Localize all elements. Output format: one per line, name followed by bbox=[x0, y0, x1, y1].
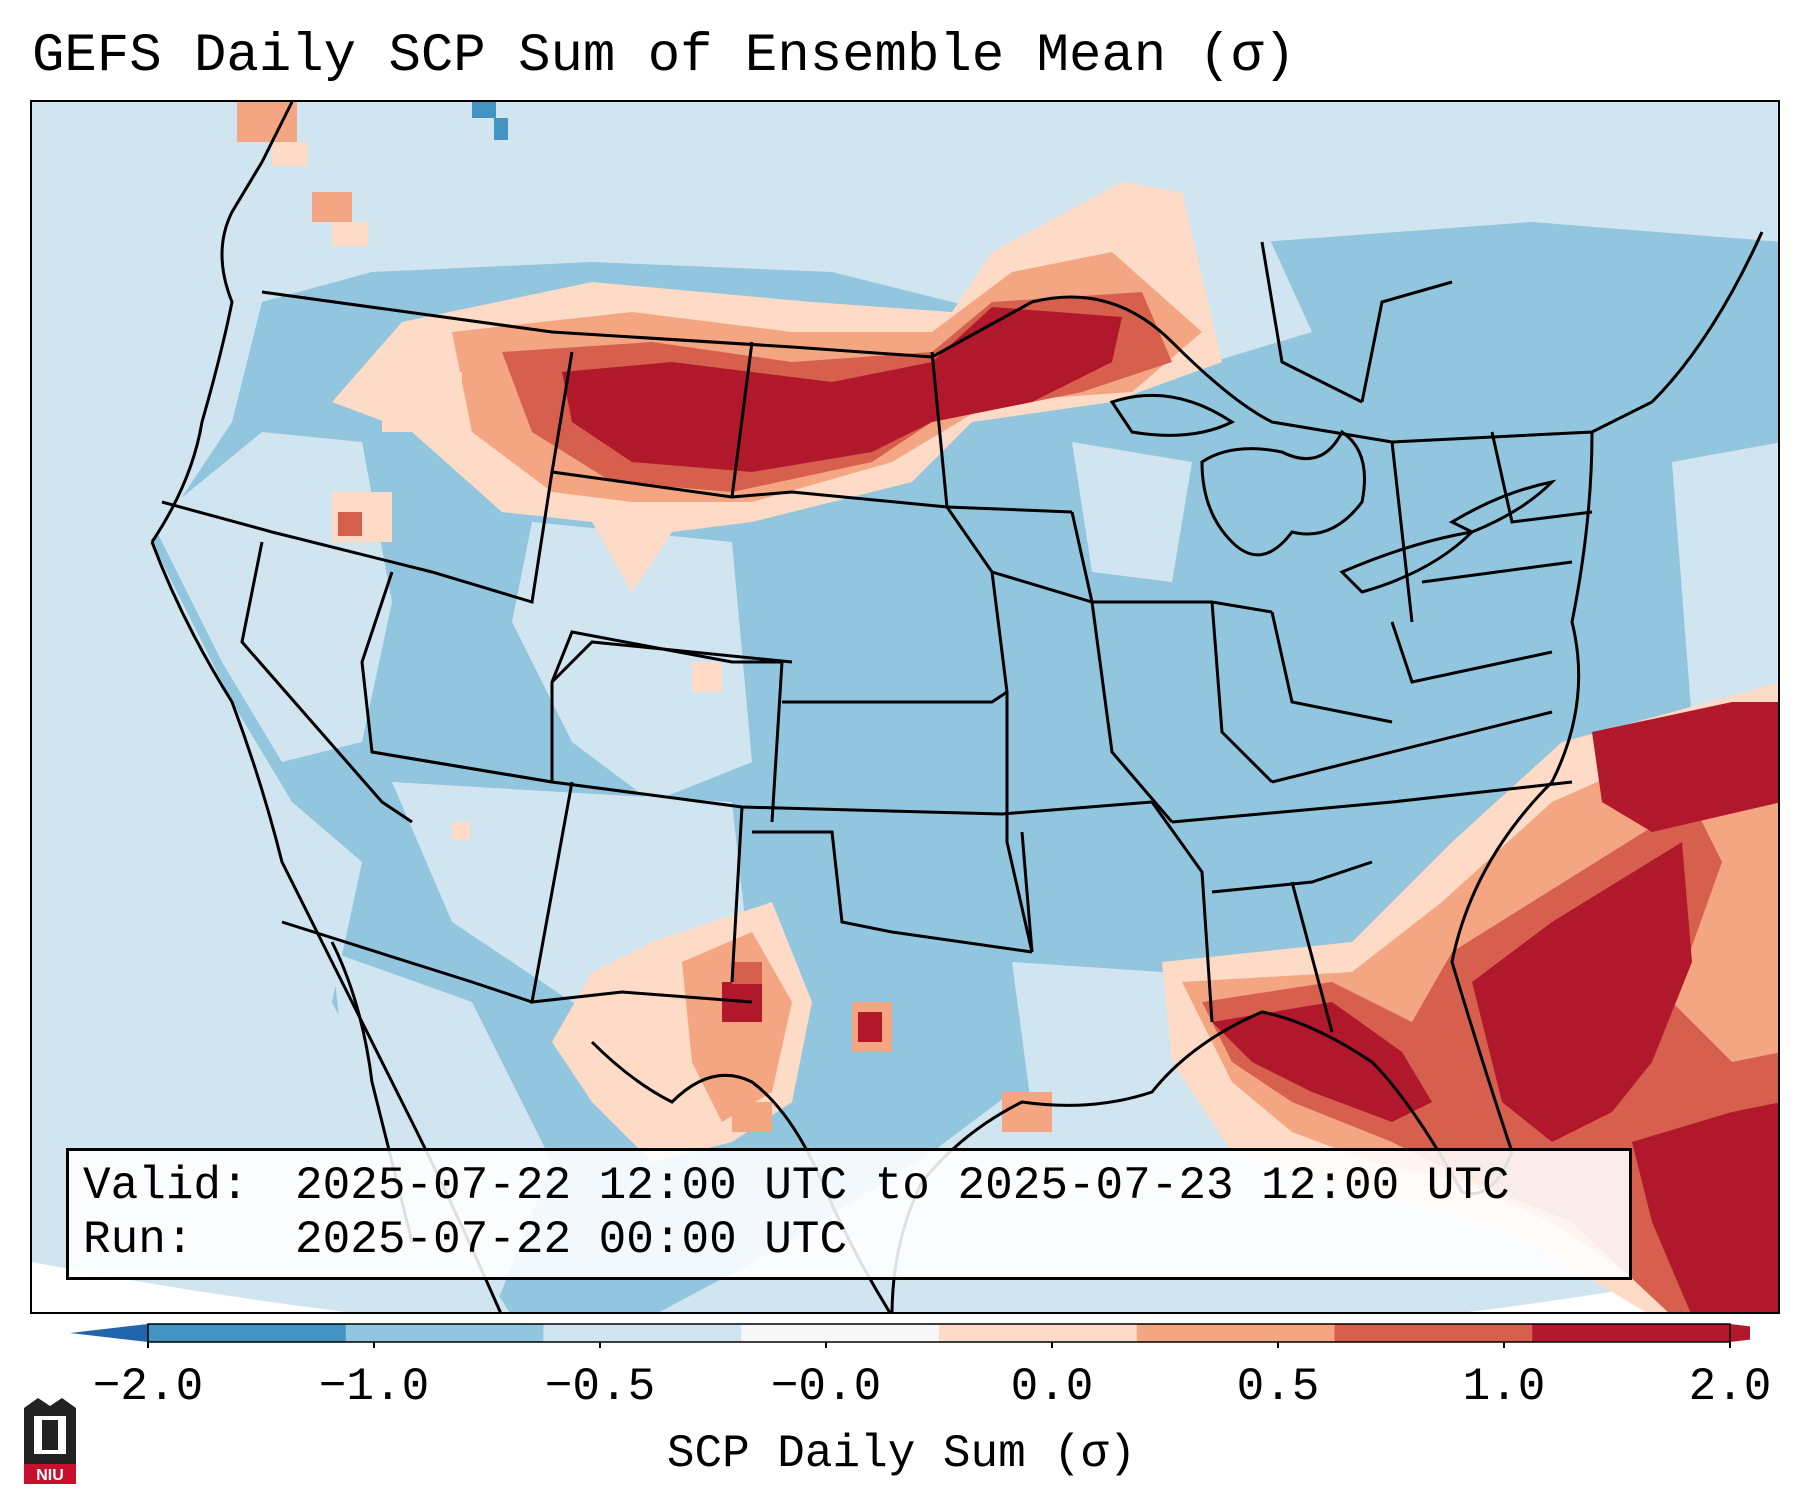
colorbar-segment bbox=[1532, 1324, 1731, 1342]
tick-label: 2.0 bbox=[1688, 1361, 1772, 1413]
colorbar-ticks bbox=[147, 1342, 1731, 1348]
tick-label: 1.0 bbox=[1462, 1361, 1546, 1413]
tick-label: −2.0 bbox=[92, 1361, 204, 1413]
colorbar-outline bbox=[147, 1323, 1731, 1343]
valid-value: 2025-07-22 12:00 UTC to 2025-07-23 12:00… bbox=[295, 1160, 1510, 1212]
scp-map bbox=[32, 102, 1778, 1312]
northern-plains-anomaly bbox=[332, 182, 1222, 592]
canada-border bbox=[261, 290, 1033, 359]
map-panel bbox=[30, 100, 1780, 1314]
chart-title: GEFS Daily SCP Sum of Ensemble Mean (σ) bbox=[32, 26, 1296, 87]
colorbar bbox=[70, 1323, 1750, 1348]
colorbar-label: SCP Daily Sum (σ) bbox=[666, 1428, 1137, 1480]
run-value: 2025-07-22 00:00 UTC bbox=[295, 1214, 848, 1266]
run-label: Run: bbox=[83, 1214, 194, 1266]
colorbar-segment bbox=[543, 1324, 742, 1342]
colorbar-segment bbox=[148, 1324, 347, 1342]
tick-label: −0.0 bbox=[770, 1361, 882, 1413]
strongly-below-normal-field bbox=[472, 102, 508, 140]
run-row: Run: 2025-07-22 00:00 UTC bbox=[83, 1213, 1615, 1267]
tick-label: 0.0 bbox=[1010, 1361, 1094, 1413]
colorbar-extend-high bbox=[1730, 1324, 1750, 1342]
colorbar-segment bbox=[1136, 1324, 1335, 1342]
tick-label: −0.5 bbox=[544, 1361, 656, 1413]
colorbar-segment bbox=[939, 1324, 1138, 1342]
colorbar-extend-low bbox=[70, 1324, 148, 1342]
valid-row: Valid: 2025-07-22 12:00 UTC to 2025-07-23… bbox=[83, 1159, 1615, 1213]
colorbar-segment bbox=[1334, 1324, 1533, 1342]
tick-label: −1.0 bbox=[318, 1361, 430, 1413]
texas-anomaly bbox=[452, 662, 1052, 1162]
northwest-speckles bbox=[237, 102, 462, 542]
east-gulf-coast bbox=[890, 431, 1594, 1312]
west-coast bbox=[150, 102, 294, 543]
validity-info-box: Valid: 2025-07-22 12:00 UTC to 2025-07-23… bbox=[66, 1148, 1632, 1280]
tick-label: 0.5 bbox=[1236, 1361, 1320, 1413]
valid-label: Valid: bbox=[83, 1160, 249, 1212]
colorbar-segment bbox=[345, 1324, 544, 1342]
niu-logo: NIU bbox=[24, 1398, 76, 1484]
logo-text: NIU bbox=[36, 1467, 64, 1484]
colorbar-segments bbox=[148, 1324, 1731, 1342]
colorbar-segment bbox=[741, 1324, 940, 1342]
